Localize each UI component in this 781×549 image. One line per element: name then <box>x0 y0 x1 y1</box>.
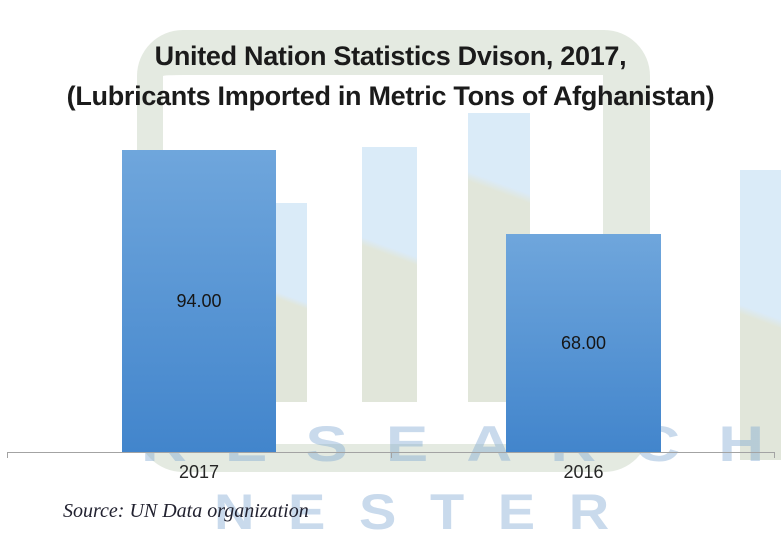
bar-2016: 68.00 <box>506 234 661 452</box>
watermark-logo-bar <box>362 147 417 402</box>
category-label-2017: 2017 <box>178 462 220 482</box>
chart-title-line-1: United Nation Statistics Dvison, 2017, <box>154 41 627 71</box>
chart-title: United Nation Statistics Dvison, 2017, (… <box>0 36 781 116</box>
source-note: Source: UN Data organization <box>63 500 309 522</box>
x-axis-tick <box>7 452 8 458</box>
data-label-2017: 94.00 <box>176 290 222 311</box>
data-label-2016: 68.00 <box>560 332 607 353</box>
watermark-logo-bar <box>740 170 781 460</box>
x-axis-tick <box>391 452 392 458</box>
x-axis-tick <box>774 452 775 458</box>
bar-2017: 94.00 <box>122 150 276 452</box>
category-label-2016: 2016 <box>563 462 604 482</box>
watermark-text-nester: NESTER <box>214 484 643 540</box>
chart-title-line-2: (Lubricants Imported in Metric Tons of A… <box>66 81 715 111</box>
